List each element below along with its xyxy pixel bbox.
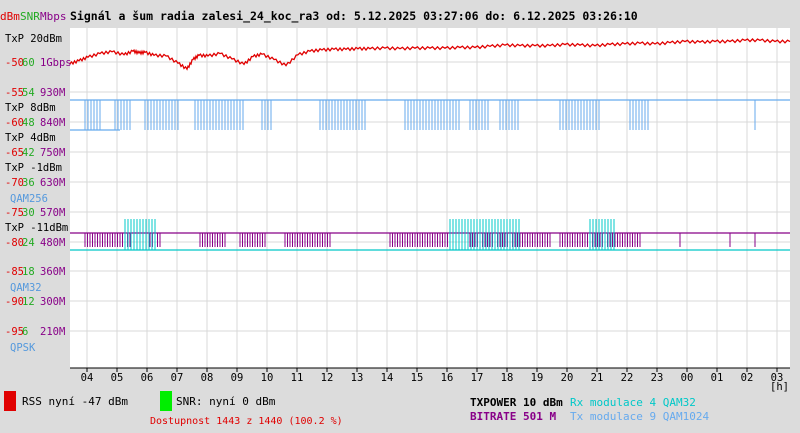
x-tick-label: 17 <box>471 372 484 384</box>
x-tick-label: 19 <box>531 372 544 384</box>
y-label-rss: -95 <box>5 326 24 338</box>
x-tick-label: 23 <box>651 372 664 384</box>
x-tick-label: 03 <box>771 372 784 384</box>
x-tick-label: 04 <box>81 372 94 384</box>
x-tick-label: 20 <box>561 372 574 384</box>
tx-modulation-label: Tx modulace 9 QAM1024 <box>570 410 710 423</box>
rss-legend-label: RSS nyní -47 dBm <box>22 395 128 408</box>
x-tick-label: 05 <box>111 372 124 384</box>
y-label-snr: 24 <box>22 237 35 249</box>
bitrate-label: BITRATE 501 M <box>470 410 557 423</box>
y-label-rate: 1Gbps <box>40 57 72 69</box>
grid-lines <box>70 28 790 372</box>
x-tick-label: 13 <box>351 372 364 384</box>
x-tick-label: 07 <box>171 372 184 384</box>
y-label-snr: 18 <box>22 266 35 278</box>
y-label-rss: -55 <box>5 87 24 99</box>
x-tick-label: 06 <box>141 372 154 384</box>
y-label-rate: 750M <box>40 147 65 159</box>
x-tick-label: 22 <box>621 372 634 384</box>
x-tick-label: 18 <box>501 372 514 384</box>
y-label-rate: 300M <box>40 296 65 308</box>
y-label-rss: -80 <box>5 237 24 249</box>
y-label-snr: 12 <box>22 296 35 308</box>
y-label-rss: -85 <box>5 266 24 278</box>
x-tick-label: 15 <box>411 372 424 384</box>
plot-area <box>70 28 790 368</box>
y-label-txp: TxP 20dBm <box>5 33 62 45</box>
rss-legend-swatch <box>4 391 16 411</box>
y-label-snr: 42 <box>22 147 35 159</box>
header-snr: SNR <box>20 10 40 23</box>
y-label-rate: 930M <box>40 87 65 99</box>
y-label-rate: 210M <box>40 326 65 338</box>
series-layer <box>69 38 791 251</box>
snr-legend-swatch <box>160 391 172 411</box>
x-tick-label: 16 <box>441 372 454 384</box>
y-label-rate: 840M <box>40 117 65 129</box>
y-label-mod: QAM32 <box>10 282 42 294</box>
y-label-rate: 630M <box>40 177 65 189</box>
chart-title: Signál a šum radia zalesi_24_koc_ra3 od:… <box>70 9 638 24</box>
y-label-snr: 48 <box>22 117 35 129</box>
y-label-snr: 60 <box>22 57 35 69</box>
y-label-snr: 54 <box>22 87 35 99</box>
snr-legend-label: SNR: nyní 0 dBm <box>176 395 276 408</box>
y-label-rss: -65 <box>5 147 24 159</box>
y-label-txp: TxP -1dBm <box>5 162 62 174</box>
x-tick-label: 09 <box>231 372 244 384</box>
header-dbm: dBm <box>0 10 20 23</box>
txpower-label: TXPOWER 10 dBm <box>470 396 563 409</box>
y-label-rate: 480M <box>40 237 65 249</box>
y-label-rss: -50 <box>5 57 24 69</box>
y-label-txp: TxP -11dBm <box>5 222 68 234</box>
y-label-rss: -75 <box>5 207 24 219</box>
header-mbps: Mbps <box>40 10 67 23</box>
y-label-mod: QPSK <box>10 342 36 354</box>
y-label-rate: 360M <box>40 266 65 278</box>
x-axis-labels: 04 05 06 07 08 09 10 11 12 13 14 15 16 17 18 19 20 21 22 23… <box>81 372 789 393</box>
x-tick-label: 01 <box>711 372 724 384</box>
y-label-txp: TxP 8dBm <box>5 102 56 114</box>
x-tick-label: 00 <box>681 372 694 384</box>
y-label-rss: -90 <box>5 296 24 308</box>
y-label-snr: 30 <box>22 207 35 219</box>
y-label-snr: 36 <box>22 177 35 189</box>
x-unit-label: [h] <box>770 381 789 393</box>
x-tick-label: 11 <box>291 372 304 384</box>
y-label-snr: 6 <box>22 326 28 338</box>
x-tick-label: 10 <box>261 372 274 384</box>
x-tick-label: 12 <box>321 372 334 384</box>
y-label-rss: -70 <box>5 177 24 189</box>
x-tick-label: 08 <box>201 372 214 384</box>
availability-label: Dostupnost 1443 z 1440 (100.2 %) <box>150 416 343 427</box>
rx-modulation-label: Rx modulace 4 QAM32 <box>570 396 696 409</box>
y-label-mod: QAM256 <box>10 193 48 205</box>
y-label-rate: 570M <box>40 207 65 219</box>
x-tick-label: 14 <box>381 372 394 384</box>
y-label-txp: TxP 4dBm <box>5 132 56 144</box>
x-tick-label: 02 <box>741 372 754 384</box>
x-tick-label: 21 <box>591 372 604 384</box>
y-label-rss: -60 <box>5 117 24 129</box>
rss-series-line <box>69 38 791 71</box>
